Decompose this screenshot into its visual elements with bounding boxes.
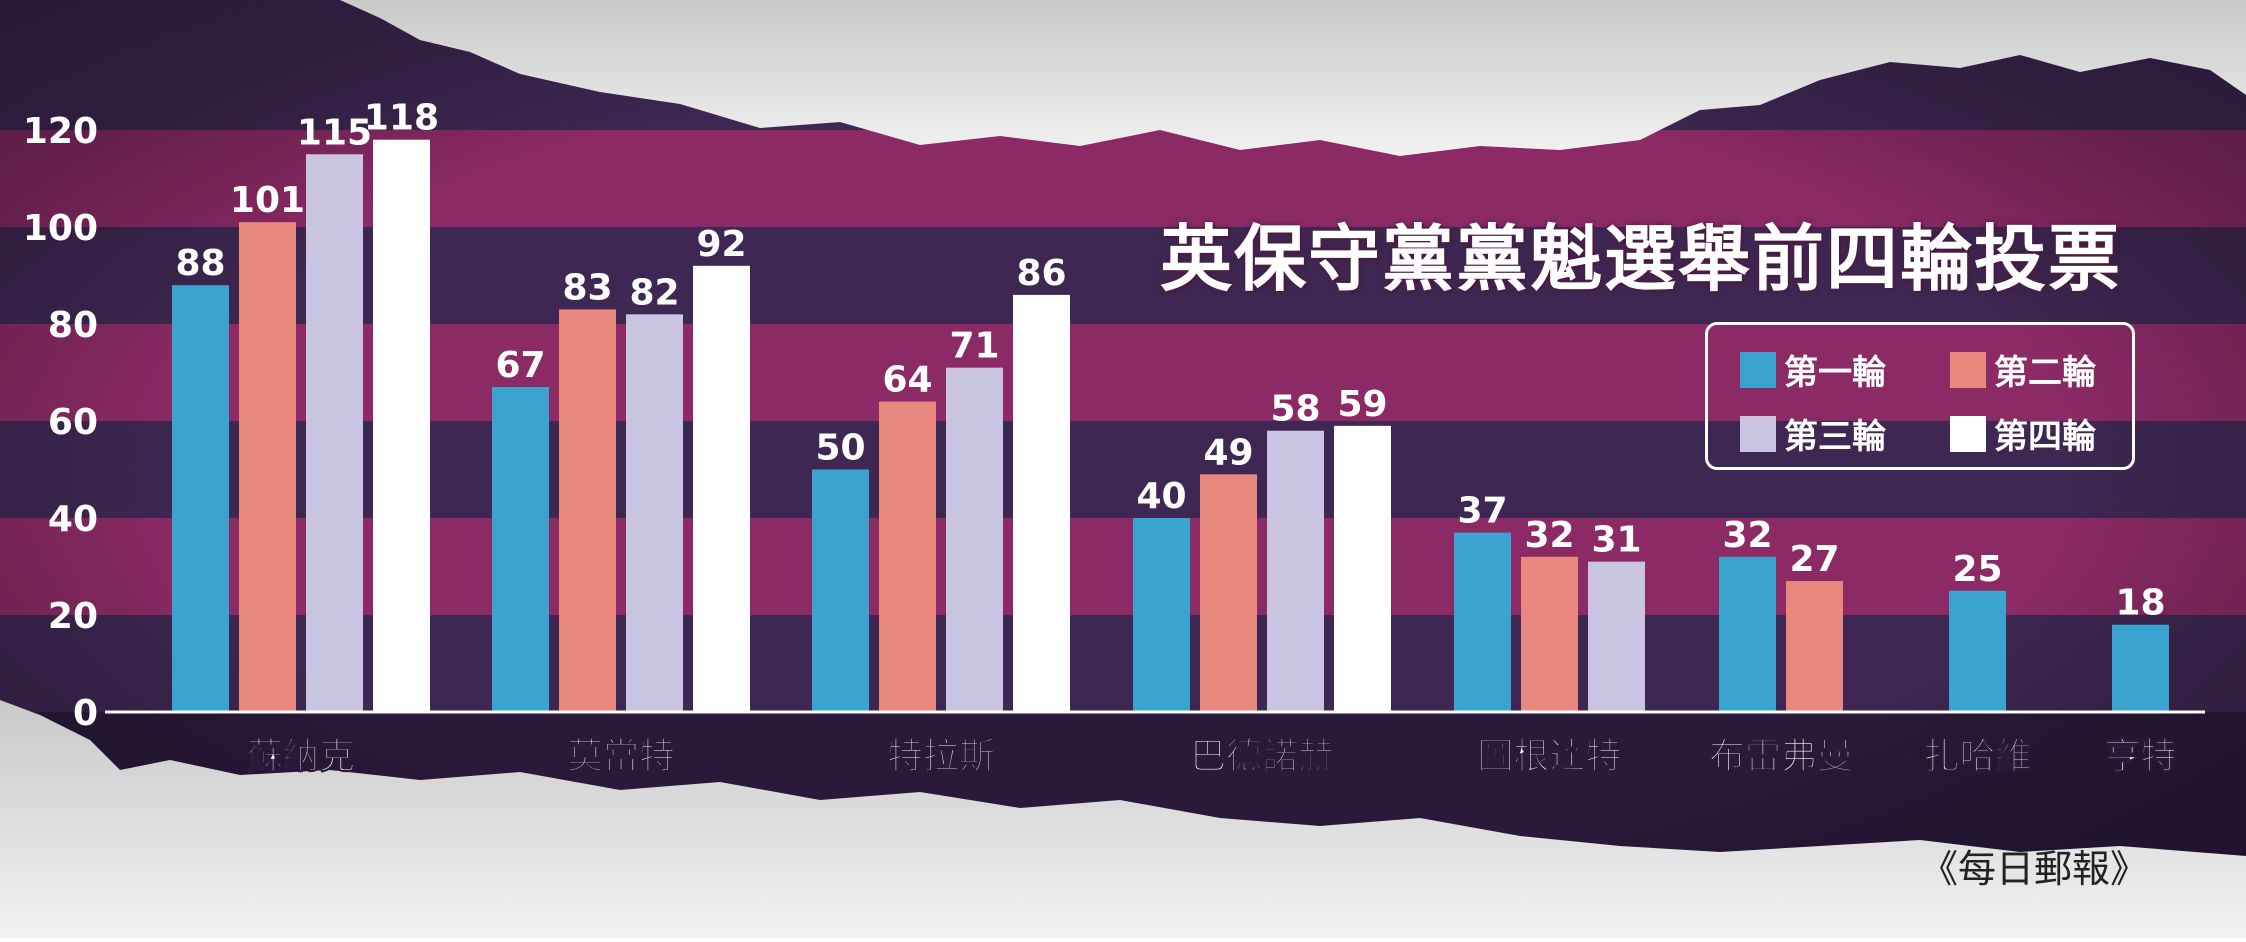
- y-tick-label: 40: [48, 499, 98, 540]
- data-label: 32: [1524, 515, 1574, 556]
- bar: [2112, 624, 2169, 712]
- x-axis: 蘇納克 莫當特 特拉斯 巴德諾赫 圖根達特 布雷弗曼 扎哈維 亨特: [105, 710, 2205, 778]
- x-tick-label: 扎哈維: [1923, 736, 2031, 777]
- legend-label-round-1: 第一輪: [1784, 353, 1886, 393]
- bar: [373, 139, 430, 712]
- data-label: 118: [364, 98, 439, 139]
- data-label: 31: [1591, 520, 1641, 561]
- y-tick-label: 100: [23, 208, 98, 249]
- legend: 第一輪 第二輪 第三輪 第四輪: [1705, 322, 2135, 470]
- data-label: 59: [1337, 384, 1387, 425]
- x-tick-label: 莫當特: [567, 736, 675, 777]
- bar: [1334, 425, 1391, 712]
- legend-label-round-3: 第三輪: [1784, 417, 1886, 457]
- chart-title: 英保守黨黨魁選舉前四輪投票: [1160, 217, 2123, 301]
- bar: [1588, 561, 1645, 712]
- bar: [946, 367, 1003, 712]
- data-label: 86: [1016, 253, 1066, 294]
- legend-item-round-1: 第一輪: [1740, 345, 1886, 394]
- data-label: 101: [230, 180, 305, 221]
- bar: [1786, 581, 1843, 712]
- bar: [1267, 430, 1324, 712]
- bar: [1949, 590, 2006, 712]
- legend-item-round-3: 第三輪: [1740, 409, 1886, 458]
- data-label: 82: [629, 272, 679, 313]
- source-credit: 《每日郵報》: [1920, 847, 2149, 891]
- data-label: 88: [175, 243, 225, 284]
- data-label: 37: [1457, 491, 1507, 532]
- data-label: 71: [949, 326, 999, 367]
- y-tick-label: 120: [23, 111, 98, 152]
- data-label: 40: [1136, 476, 1186, 517]
- data-label: 27: [1789, 539, 1839, 580]
- bar: [626, 314, 683, 712]
- bar: [239, 222, 296, 712]
- y-tick-label: 60: [48, 402, 98, 443]
- legend-swatch-round-4: [1950, 415, 1986, 452]
- x-tick-label: 蘇納克: [247, 736, 355, 777]
- x-tick-label: 特拉斯: [887, 736, 995, 777]
- data-label: 92: [696, 224, 746, 265]
- bar: [306, 154, 363, 712]
- bars: [172, 139, 2169, 712]
- data-label: 58: [1270, 389, 1320, 430]
- data-label: 83: [562, 267, 612, 308]
- legend-swatch-round-1: [1740, 351, 1776, 388]
- bar: [1200, 474, 1257, 712]
- data-label: 67: [495, 345, 545, 386]
- x-tick-label: 巴德諾赫: [1190, 736, 1334, 777]
- data-label: 25: [1952, 549, 2002, 590]
- data-label: 32: [1722, 515, 1772, 556]
- legend-item-round-2: 第二輪: [1950, 345, 2096, 394]
- data-label: 18: [2115, 583, 2165, 624]
- bar: [1521, 556, 1578, 712]
- x-tick-label: 亨特: [2104, 736, 2176, 777]
- legend-item-round-4: 第四輪: [1950, 409, 2096, 458]
- bar: [1454, 532, 1511, 712]
- legend-label-round-2: 第二輪: [1994, 353, 2096, 393]
- y-tick-label: 80: [48, 305, 98, 346]
- bar: [693, 265, 750, 712]
- bar: [492, 387, 549, 712]
- torn-paper-bottom: [0, 700, 2246, 938]
- bar: [879, 401, 936, 712]
- data-label: 115: [297, 112, 372, 153]
- data-label: 64: [882, 360, 932, 401]
- bar: [1133, 518, 1190, 712]
- bar: [1719, 556, 1776, 712]
- y-axis: 0 20 40 60 80 100 120: [23, 111, 98, 734]
- legend-swatch-round-3: [1740, 415, 1776, 452]
- legend-label-round-4: 第四輪: [1994, 417, 2096, 457]
- data-label: 49: [1203, 432, 1253, 473]
- bar: [812, 469, 869, 712]
- bar: [172, 285, 229, 712]
- y-tick-label: 0: [73, 693, 98, 734]
- torn-paper-top: [340, 0, 2246, 156]
- bar: [559, 309, 616, 712]
- y-tick-label: 20: [48, 596, 98, 637]
- data-label: 50: [815, 428, 865, 469]
- x-tick-label: 圖根達特: [1477, 736, 1621, 777]
- x-tick-label: 布雷弗曼: [1709, 736, 1853, 777]
- bar: [1013, 294, 1070, 712]
- legend-swatch-round-2: [1950, 351, 1986, 388]
